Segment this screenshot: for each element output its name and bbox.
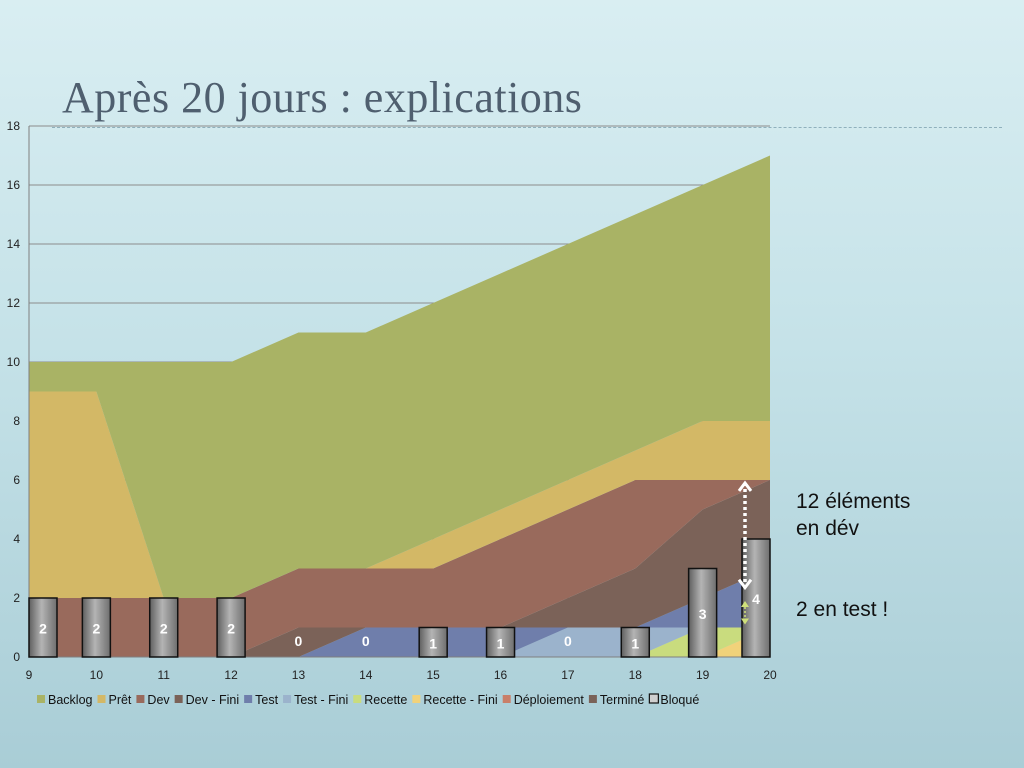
bloque-bar-18 (620, 626, 651, 658)
bloque-label-9: 2 (39, 621, 47, 637)
legend-swatch-bloque (648, 693, 659, 704)
legend-swatch-test-fini (283, 695, 292, 703)
y-tick-label-10: 10 (7, 355, 21, 369)
bloque-bar-10 (81, 597, 112, 658)
legend-swatch-test (244, 695, 253, 703)
dev-span-arrow-top (737, 480, 753, 492)
y-tick-label-16: 16 (7, 178, 21, 192)
legend-swatch-dev-fini (174, 695, 183, 703)
test-span-arrow-bottom (741, 618, 749, 625)
y-tick-label-14: 14 (7, 237, 21, 251)
bloque-label-10: 2 (92, 621, 100, 637)
bloque-label-16: 1 (497, 635, 505, 651)
legend-label-termine: Terminé (600, 693, 645, 707)
legend-label-backlog: Backlog (48, 693, 93, 707)
y-tick-label-4: 4 (13, 532, 20, 546)
legend-swatch-recette-fini (412, 695, 421, 703)
slide-title: Après 20 jours : explications (62, 73, 583, 122)
legend-label-dev: Dev (147, 693, 170, 707)
chart-bloque-bars (28, 538, 771, 658)
annotation-dev-line2: en dév (796, 517, 860, 540)
annotation-dev: 12 éléments en dév (796, 488, 910, 542)
y-tick-label-6: 6 (13, 473, 20, 487)
x-tick-label-11: 11 (157, 668, 170, 682)
x-tick-label-15: 15 (427, 668, 441, 682)
dev-span-arrow-bottom (737, 578, 753, 591)
test-span-arrow-top (741, 600, 749, 607)
x-tick-label-17: 17 (561, 668, 575, 682)
bloque-label-18: 1 (631, 635, 639, 651)
bloque-bar-9 (28, 597, 58, 658)
legend-swatch-deploiement (502, 695, 511, 703)
x-tick-label-10: 10 (90, 668, 104, 682)
chart-bloque-labels: 2 2 2 2 0 0 1 1 0 1 3 4 (39, 591, 760, 651)
legend-label-bloque: Bloqué (660, 693, 699, 707)
legend-label-dev-fini: Dev - Fini (186, 693, 239, 707)
bloque-label-17: 0 (564, 633, 572, 649)
y-tick-label-2: 2 (13, 591, 20, 605)
area-test-fini (29, 627, 770, 657)
annotation-dev-line1: 12 éléments (796, 490, 911, 513)
bloque-label-13: 0 (295, 633, 303, 649)
bloque-label-20: 4 (752, 591, 760, 607)
legend-swatch-termine (588, 695, 597, 703)
chart-annotation-arrows (737, 480, 753, 625)
bloque-label-15: 1 (429, 635, 437, 651)
chart-areas (29, 155, 770, 657)
bloque-bar-12 (216, 597, 246, 658)
area-backlog (29, 155, 770, 598)
y-tick-label-8: 8 (13, 414, 20, 428)
x-tick-label-19: 19 (696, 668, 710, 682)
title-divider (52, 127, 1002, 128)
x-tick-label-18: 18 (629, 668, 643, 682)
legend-label-test: Test (255, 693, 278, 707)
y-tick-label-18: 18 (7, 119, 21, 133)
legend-label-pret: Prêt (108, 693, 131, 707)
y-tick-label-0: 0 (13, 650, 20, 664)
x-tick-label-9: 9 (26, 668, 33, 682)
bloque-label-11: 2 (160, 621, 168, 637)
area-test (29, 568, 770, 657)
x-tick-label-20: 20 (763, 668, 777, 682)
legend-swatch-pret (97, 695, 106, 703)
bloque-label-12: 2 (227, 621, 235, 637)
x-tick-label-16: 16 (494, 668, 508, 682)
bloque-bar-15 (418, 626, 448, 658)
legend-label-deploiement: Déploiement (514, 693, 585, 707)
legend-swatch-backlog (37, 695, 45, 703)
legend-label-recette-fini: Recette - Fini (423, 693, 497, 707)
x-tick-label-12: 12 (224, 668, 238, 682)
bloque-bar-16 (485, 626, 516, 658)
annotation-test: 2 en test ! (796, 598, 889, 621)
bloque-bar-19 (687, 567, 718, 658)
legend-swatch-dev (136, 695, 145, 703)
area-dev-fini (29, 480, 770, 657)
legend-label-recette: Recette (364, 693, 407, 707)
x-tick-label-13: 13 (292, 668, 306, 682)
y-tick-label-12: 12 (7, 296, 21, 310)
bloque-bar-20 (741, 538, 771, 658)
bloque-bar-11 (148, 597, 179, 658)
legend-swatch-recette (353, 695, 362, 703)
x-tick-label-14: 14 (359, 668, 373, 682)
bloque-label-14: 0 (362, 633, 370, 649)
bloque-label-19: 3 (699, 606, 707, 622)
chart-legend: Backlog Prêt Dev Dev - Fini Test Test - Fini R… (37, 693, 699, 707)
legend-label-test-fini: Test - Fini (294, 693, 348, 707)
